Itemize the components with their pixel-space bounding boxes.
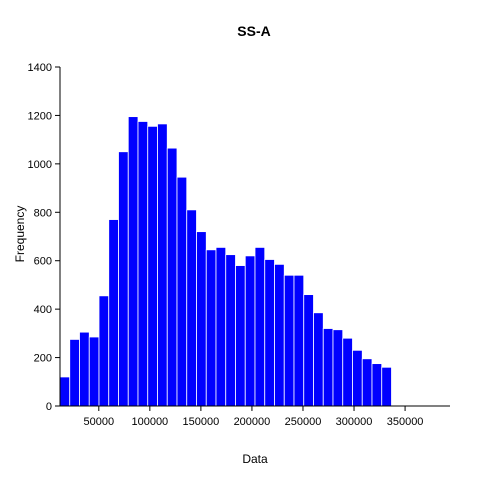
y-tick-label: 200	[34, 353, 52, 365]
histogram-bar	[88, 336, 100, 407]
histogram-bar	[381, 366, 392, 407]
y-tick-label: 600	[34, 256, 52, 268]
histogram-bar	[244, 255, 256, 407]
histogram-bar	[361, 358, 373, 407]
x-tick-label: 300000	[336, 416, 373, 428]
histogram-bar	[225, 254, 236, 407]
histogram-bar	[59, 376, 71, 407]
histogram-bar	[283, 274, 295, 407]
histogram-bar	[118, 151, 129, 407]
y-tick-label: 1200	[28, 110, 52, 122]
histogram-bar	[176, 176, 188, 407]
x-tick-label: 150000	[183, 416, 220, 428]
y-tick-label: 800	[34, 207, 52, 219]
histogram-bar	[293, 274, 305, 407]
histogram-bar	[186, 209, 197, 407]
histogram-bar	[69, 339, 80, 407]
histogram-bar	[235, 265, 246, 407]
y-tick-label: 400	[34, 304, 52, 316]
histogram-bar	[254, 246, 266, 407]
y-tick-label: 0	[46, 401, 52, 413]
histogram-bar	[352, 349, 363, 407]
histogram-bar	[127, 116, 139, 407]
histogram-bar	[108, 219, 119, 407]
x-tick-label: 200000	[234, 416, 271, 428]
y-axis: 0 200 400 600 800 1000 1200 1400	[28, 62, 61, 413]
histogram-bar	[215, 246, 227, 407]
x-axis: 50000 100000 150000 200000 250000 300000 35000…	[60, 405, 450, 428]
y-tick-label: 1000	[28, 159, 52, 171]
histogram-bar	[264, 259, 275, 407]
histogram-bar	[147, 125, 158, 407]
histogram-bar	[79, 331, 90, 407]
histogram-bar	[157, 123, 168, 407]
histogram-bar	[166, 147, 178, 407]
y-tick-label: 1400	[28, 62, 52, 74]
x-tick-label: 100000	[131, 416, 168, 428]
x-tick-label: 50000	[83, 416, 114, 428]
histogram-bar	[196, 231, 207, 407]
histogram-bar	[322, 328, 334, 407]
y-axis-label: Frequency	[13, 206, 27, 263]
histogram-bar	[98, 295, 110, 407]
histogram-bar	[274, 263, 285, 407]
x-tick-label: 350000	[387, 416, 424, 428]
bars-group	[59, 116, 392, 407]
histogram-bar	[205, 249, 217, 407]
histogram-bar	[371, 363, 383, 407]
histogram-bar	[303, 294, 314, 407]
histogram-bar	[332, 329, 344, 407]
chart-title: SS-A	[237, 23, 270, 39]
x-axis-label: Data	[242, 452, 268, 466]
x-tick-label: 250000	[285, 416, 322, 428]
histogram-bar	[313, 312, 324, 407]
histogram-bar	[342, 337, 353, 407]
histogram-bar	[137, 121, 149, 407]
